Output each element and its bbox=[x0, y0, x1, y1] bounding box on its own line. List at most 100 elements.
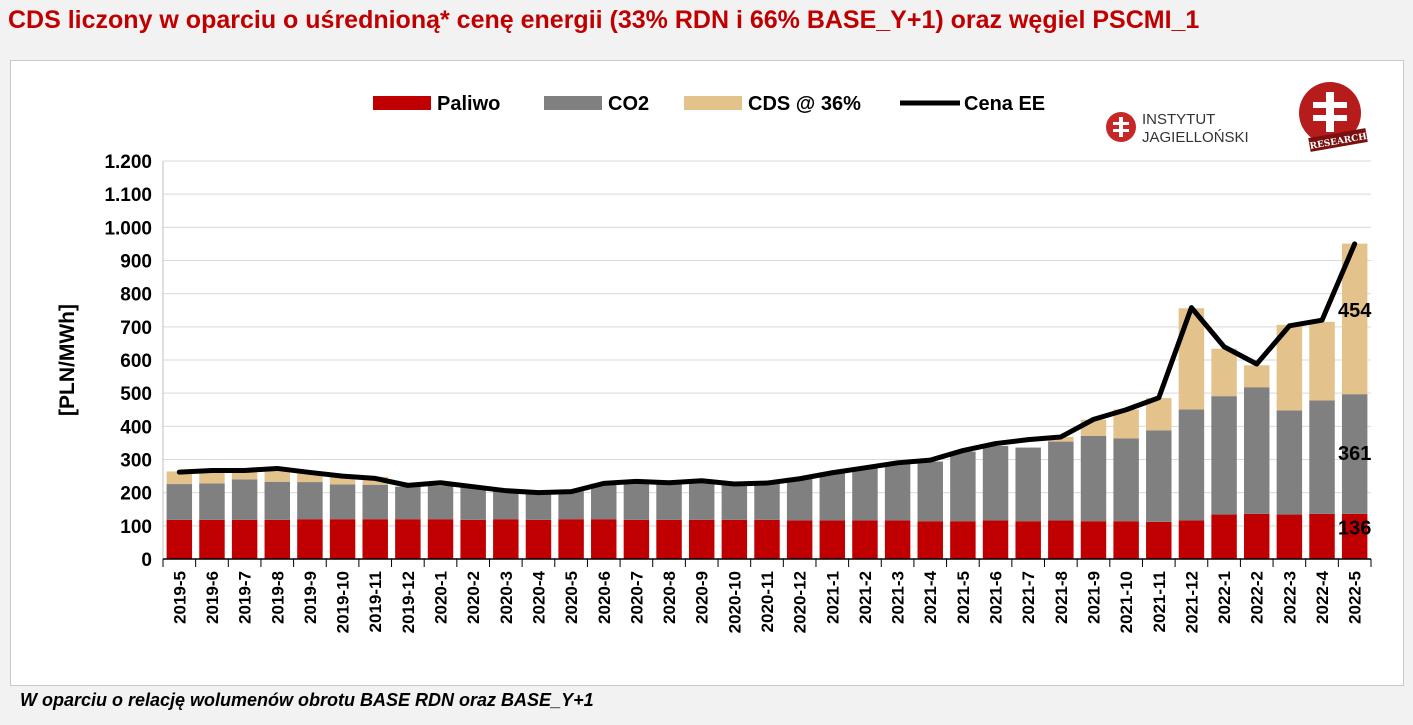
x-tick-label: 2020-5 bbox=[562, 571, 581, 624]
x-tick-label: 2022-3 bbox=[1280, 571, 1299, 624]
bar-paliwo bbox=[525, 519, 552, 559]
bar-co2 bbox=[1211, 396, 1237, 515]
x-tick-label: 2021-7 bbox=[1019, 571, 1038, 624]
x-tick-label: 2020-6 bbox=[595, 571, 614, 624]
bar-co2 bbox=[656, 483, 682, 520]
x-tick-label: 2021-9 bbox=[1084, 571, 1103, 624]
y-tick-label: 800 bbox=[120, 285, 152, 306]
x-tick-label: 2022-2 bbox=[1248, 571, 1267, 624]
bar-paliwo bbox=[1211, 514, 1237, 559]
x-tick-label: 2020-10 bbox=[725, 571, 744, 633]
bar-paliwo bbox=[297, 519, 323, 559]
x-tick-label: 2021-10 bbox=[1117, 571, 1136, 633]
x-tick-label: 2020-1 bbox=[432, 571, 451, 624]
x-tick-label: 2019-6 bbox=[203, 571, 222, 624]
bar-paliwo bbox=[1080, 521, 1107, 559]
bar-co2 bbox=[1309, 400, 1335, 514]
bar-co2 bbox=[329, 484, 356, 520]
bar-paliwo bbox=[1243, 513, 1270, 559]
instytut-logo: INSTYTUT JAGIELLOŃSKI bbox=[1106, 111, 1249, 146]
bar-co2 bbox=[395, 486, 421, 520]
bar-co2 bbox=[721, 484, 748, 520]
bar-paliwo bbox=[199, 519, 225, 559]
bar-co2 bbox=[264, 481, 291, 520]
bar-cds bbox=[1309, 321, 1335, 401]
legend-label: CO2 bbox=[608, 93, 649, 115]
bar-paliwo bbox=[264, 519, 291, 559]
x-tick-label: 2021-1 bbox=[823, 571, 842, 624]
bar-paliwo bbox=[493, 519, 519, 559]
bar-co2 bbox=[166, 484, 193, 520]
bar-co2 bbox=[623, 483, 650, 520]
bar-co2 bbox=[917, 461, 943, 522]
x-tick-label: 2020-9 bbox=[693, 571, 712, 624]
x-tick-label: 2021-4 bbox=[921, 570, 940, 623]
x-tick-label: 2020-8 bbox=[660, 571, 679, 624]
bar-paliwo bbox=[1015, 521, 1041, 559]
bar-paliwo bbox=[721, 519, 748, 559]
price-line bbox=[176, 241, 1358, 496]
y-tick-label: 1.000 bbox=[104, 218, 152, 239]
bar-co2 bbox=[1080, 435, 1107, 522]
bar-paliwo bbox=[362, 519, 388, 559]
bar-paliwo bbox=[1178, 520, 1205, 559]
y-tick-label: 500 bbox=[120, 384, 152, 405]
chart-title: CDS liczony w oparciu o uśrednioną* cenę… bbox=[8, 6, 1200, 34]
bar-paliwo bbox=[982, 520, 1009, 559]
y-axis-label: [PLN/MWh] bbox=[56, 304, 79, 416]
x-tick-label: 2019-7 bbox=[236, 571, 255, 624]
legend-label: CDS @ 36% bbox=[748, 93, 861, 115]
bar-paliwo bbox=[1146, 521, 1172, 559]
x-tick-label: 2022-4 bbox=[1313, 570, 1332, 623]
bar-paliwo bbox=[1341, 513, 1368, 559]
bar-co2 bbox=[231, 479, 258, 520]
bar-paliwo bbox=[656, 519, 682, 559]
bar-co2 bbox=[819, 472, 846, 521]
x-tick-label: 2020-11 bbox=[758, 571, 777, 632]
bar-co2 bbox=[1146, 430, 1172, 522]
bar-paliwo bbox=[329, 519, 356, 559]
x-tick-label: 2021-11 bbox=[1150, 571, 1169, 632]
y-tick-label: 900 bbox=[120, 252, 152, 273]
footnote: W oparciu o relację wolumenów obrotu BAS… bbox=[20, 690, 594, 710]
bar-paliwo bbox=[231, 519, 258, 559]
bar-paliwo bbox=[852, 520, 878, 559]
bar-cds bbox=[297, 472, 323, 483]
y-tick-label: 1.100 bbox=[104, 185, 152, 206]
y-tick-label: 0 bbox=[141, 550, 152, 571]
bar-co2 bbox=[754, 483, 780, 520]
bar-paliwo bbox=[950, 521, 976, 559]
y-axis: 0 100 200 300 400 500 600 700 800 900 1.000 1.100 1.… bbox=[104, 152, 164, 571]
bar-co2 bbox=[1276, 410, 1303, 515]
legend-swatch bbox=[544, 96, 602, 110]
legend-label: Paliwo bbox=[437, 93, 500, 115]
logo-cross-small-icon bbox=[1113, 117, 1129, 137]
y-tick-label: 300 bbox=[120, 451, 152, 472]
bar-co2 bbox=[1113, 438, 1139, 522]
y-tick-label: 400 bbox=[120, 417, 152, 438]
legend-swatch bbox=[684, 96, 742, 110]
bars bbox=[166, 243, 1368, 559]
x-tick-label: 2020-12 bbox=[791, 571, 810, 633]
x-tick-label: 2020-3 bbox=[497, 571, 516, 624]
bar-co2 bbox=[460, 487, 486, 520]
bar-co2 bbox=[852, 467, 878, 521]
badge-stamp bbox=[1308, 128, 1368, 152]
chart-panel bbox=[10, 60, 1404, 686]
bar-cds bbox=[1243, 365, 1270, 388]
bar-paliwo bbox=[166, 519, 193, 559]
bar-cds bbox=[231, 470, 258, 480]
bar-paliwo bbox=[460, 519, 486, 559]
bar-co2 bbox=[362, 484, 388, 520]
x-tick-label: 2020-4 bbox=[529, 570, 548, 623]
legend-swatch bbox=[373, 96, 431, 110]
bar-co2 bbox=[1243, 387, 1270, 514]
bar-cds bbox=[199, 470, 225, 484]
x-tick-label: 2019-10 bbox=[334, 571, 353, 633]
bar-co2 bbox=[884, 463, 911, 521]
bar-co2 bbox=[786, 477, 813, 521]
x-tick-label: 2020-7 bbox=[627, 571, 646, 624]
bar-paliwo bbox=[754, 519, 780, 559]
bar-paliwo bbox=[395, 519, 421, 559]
